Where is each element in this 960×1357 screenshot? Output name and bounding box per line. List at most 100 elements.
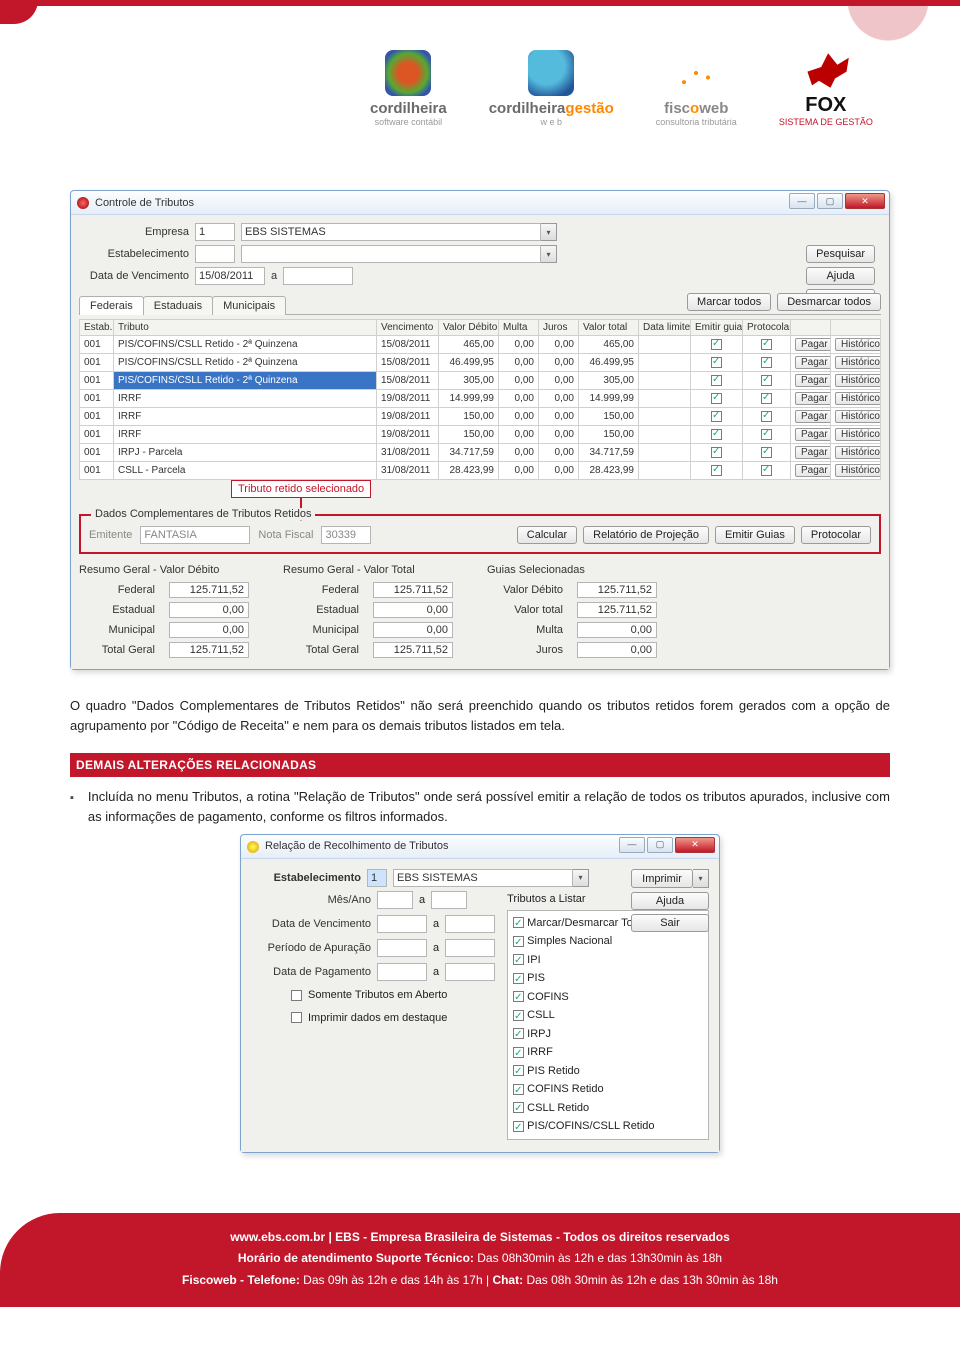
maximize-icon[interactable]: ▢ [817, 193, 843, 209]
checkbox-icon[interactable] [513, 954, 524, 965]
table-row[interactable]: 001IRRF19/08/2011150,000,000,00150,00Pag… [80, 408, 881, 426]
tributo-check[interactable]: PIS Retido [513, 1062, 703, 1081]
emitir-guia-checkbox[interactable] [711, 411, 722, 422]
checkbox-icon[interactable] [513, 936, 524, 947]
estab-nome-input[interactable] [241, 245, 541, 263]
tributo-check[interactable]: Simples Nacional [513, 932, 703, 951]
table-row[interactable]: 001CSLL - Parcela31/08/201128.423,990,00… [80, 462, 881, 480]
minimize-icon[interactable]: — [619, 837, 645, 853]
historico-button[interactable]: Histórico [835, 464, 881, 477]
tributo-check[interactable]: CSLL Retido [513, 1099, 703, 1118]
pag-de-input[interactable] [377, 963, 427, 981]
somente-abertos-checkbox[interactable] [291, 990, 302, 1001]
tributo-check[interactable]: IRRF [513, 1043, 703, 1062]
minimize-icon[interactable]: — [789, 193, 815, 209]
dropdown-icon[interactable]: ▾ [541, 245, 557, 263]
pagar-button[interactable]: Pagar [795, 374, 831, 387]
destaque-checkbox[interactable] [291, 1012, 302, 1023]
dropdown-icon[interactable]: ▾ [541, 223, 557, 241]
protocolar-checkbox[interactable] [761, 393, 772, 404]
emitir-guias-button[interactable]: Emitir Guias [715, 526, 795, 544]
tributo-check[interactable]: IRPJ [513, 1025, 703, 1044]
protocolar-checkbox[interactable] [761, 375, 772, 386]
historico-button[interactable]: Histórico [835, 428, 881, 441]
calcular-button[interactable]: Calcular [517, 526, 577, 544]
checkbox-icon[interactable] [513, 1102, 524, 1113]
emitir-guia-checkbox[interactable] [711, 375, 722, 386]
pagar-button[interactable]: Pagar [795, 410, 831, 423]
emitir-guia-checkbox[interactable] [711, 429, 722, 440]
protocolar-checkbox[interactable] [761, 411, 772, 422]
pagar-button[interactable]: Pagar [795, 428, 831, 441]
mes-ate-input[interactable] [431, 891, 467, 909]
checkbox-icon[interactable] [513, 1065, 524, 1076]
historico-button[interactable]: Histórico [835, 392, 881, 405]
protocolar-button[interactable]: Protocolar [801, 526, 871, 544]
checkbox-icon[interactable] [513, 1084, 524, 1095]
emitir-guia-checkbox[interactable] [711, 447, 722, 458]
estab-input[interactable] [367, 869, 387, 887]
marcar-todos-button[interactable]: Marcar todos [687, 293, 771, 311]
sair-button[interactable]: Sair [631, 914, 709, 932]
emitir-guia-checkbox[interactable] [711, 339, 722, 350]
desmarcar-todos-button[interactable]: Desmarcar todos [777, 293, 881, 311]
venc-de-input[interactable] [195, 267, 265, 285]
table-row[interactable]: 001PIS/COFINS/CSLL Retido - 2ª Quinzena1… [80, 354, 881, 372]
protocolar-checkbox[interactable] [761, 465, 772, 476]
tributo-check[interactable]: IPI [513, 951, 703, 970]
mes-de-input[interactable] [377, 891, 413, 909]
venc-ate-input[interactable] [445, 915, 495, 933]
venc-de-input[interactable] [377, 915, 427, 933]
emitir-guia-checkbox[interactable] [711, 465, 722, 476]
tributo-check[interactable]: COFINS [513, 988, 703, 1007]
relatorio-button[interactable]: Relatório de Projeção [583, 526, 709, 544]
checkbox-icon[interactable] [513, 1028, 524, 1039]
historico-button[interactable]: Histórico [835, 410, 881, 423]
ajuda-button[interactable]: Ajuda [631, 892, 709, 910]
pagar-button[interactable]: Pagar [795, 464, 831, 477]
apur-ate-input[interactable] [445, 939, 495, 957]
checkbox-icon[interactable] [513, 973, 524, 984]
apur-de-input[interactable] [377, 939, 427, 957]
protocolar-checkbox[interactable] [761, 339, 772, 350]
tributo-check[interactable]: PIS [513, 969, 703, 988]
close-icon[interactable]: ✕ [675, 837, 715, 853]
pagar-button[interactable]: Pagar [795, 392, 831, 405]
table-row[interactable]: 001PIS/COFINS/CSLL Retido - 2ª Quinzena1… [80, 336, 881, 354]
protocolar-checkbox[interactable] [761, 447, 772, 458]
checkbox-icon[interactable] [513, 1047, 524, 1058]
dropdown-icon[interactable]: ▾ [693, 869, 709, 888]
imprimir-button[interactable]: Imprimir [631, 869, 693, 888]
pagar-button[interactable]: Pagar [795, 446, 831, 459]
pesquisar-button[interactable]: Pesquisar [806, 245, 875, 263]
empresa-nome-input[interactable] [241, 223, 541, 241]
table-row[interactable]: 001IRRF19/08/2011150,000,000,00150,00Pag… [80, 426, 881, 444]
empresa-input[interactable] [195, 223, 235, 241]
tab-federais[interactable]: Federais [79, 296, 144, 315]
emitir-guia-checkbox[interactable] [711, 357, 722, 368]
historico-button[interactable]: Histórico [835, 356, 881, 369]
titlebar[interactable]: Controle de Tributos — ▢ ✕ [71, 191, 889, 215]
protocolar-checkbox[interactable] [761, 357, 772, 368]
protocolar-checkbox[interactable] [761, 429, 772, 440]
checkbox-icon[interactable] [513, 1121, 524, 1132]
checkbox-icon[interactable] [513, 917, 524, 928]
historico-button[interactable]: Histórico [835, 446, 881, 459]
estab-input[interactable] [195, 245, 235, 263]
table-row[interactable]: 001PIS/COFINS/CSLL Retido - 2ª Quinzena1… [80, 372, 881, 390]
checkbox-icon[interactable] [513, 1010, 524, 1021]
tributo-check[interactable]: CSLL [513, 1006, 703, 1025]
pag-ate-input[interactable] [445, 963, 495, 981]
table-row[interactable]: 001IRPJ - Parcela31/08/201134.717,590,00… [80, 444, 881, 462]
table-row[interactable]: 001IRRF19/08/201114.999,990,000,0014.999… [80, 390, 881, 408]
ajuda-button[interactable]: Ajuda [806, 267, 875, 285]
historico-button[interactable]: Histórico [835, 338, 881, 351]
close-icon[interactable]: ✕ [845, 193, 885, 209]
maximize-icon[interactable]: ▢ [647, 837, 673, 853]
historico-button[interactable]: Histórico [835, 374, 881, 387]
tributo-check[interactable]: PIS/COFINS/CSLL Retido [513, 1117, 703, 1136]
pagar-button[interactable]: Pagar [795, 338, 831, 351]
titlebar[interactable]: Relação de Recolhimento de Tributos — ▢ … [241, 835, 719, 859]
venc-ate-input[interactable] [283, 267, 353, 285]
pagar-button[interactable]: Pagar [795, 356, 831, 369]
